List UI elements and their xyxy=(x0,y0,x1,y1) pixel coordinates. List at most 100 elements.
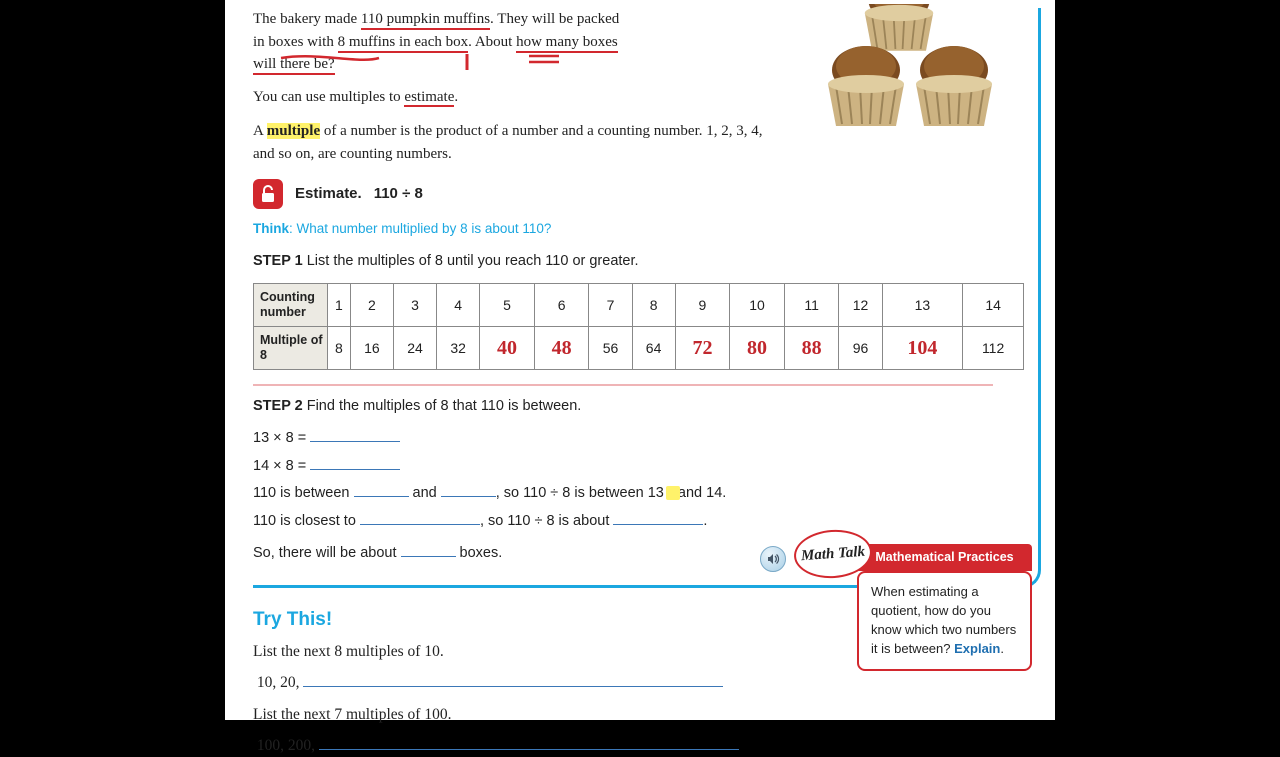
work-line: 110 is closest to , so 110 ÷ 8 is about … xyxy=(253,511,1024,533)
table-cell: 4 xyxy=(437,284,480,327)
work-line: 13 × 8 = xyxy=(253,428,1024,450)
problem-text: The bakery made 110 pumpkin muffins. The… xyxy=(253,8,773,76)
step-2: STEP 2 Find the multiples of 8 that 110 … xyxy=(253,396,1024,418)
table-cell: 5 xyxy=(480,284,535,327)
step-label: STEP 1 xyxy=(253,253,303,269)
u: 8 muffins in each box xyxy=(338,34,469,53)
blank[interactable] xyxy=(303,675,723,687)
step-text: List the multiples of 8 until you reach … xyxy=(303,253,639,269)
t: 13 × 8 = xyxy=(253,430,310,446)
table-cell: 12 xyxy=(839,284,882,327)
t: of a number is the product of a number a… xyxy=(253,123,763,162)
row-header: Counting number xyxy=(254,284,328,327)
blank[interactable] xyxy=(354,483,409,497)
audio-icon[interactable] xyxy=(760,546,786,572)
table-cell: 10 xyxy=(730,284,785,327)
table-cell: 104 xyxy=(882,327,963,370)
blank[interactable] xyxy=(360,511,480,525)
try-this-answer: 10, 20, xyxy=(253,671,1027,694)
row-header: Multiple of 8 xyxy=(254,327,328,370)
unlock-icon xyxy=(253,179,283,209)
table-cell: 32 xyxy=(437,327,480,370)
lesson-content-box: The bakery made 110 pumpkin muffins. The… xyxy=(253,8,1041,588)
blank[interactable] xyxy=(401,543,456,557)
t: A xyxy=(253,123,267,139)
t: 110 is closest to xyxy=(253,513,360,529)
table-row: Multiple of 8 81624324048566472808896104… xyxy=(254,327,1024,370)
table-cell: 9 xyxy=(675,284,730,327)
table-cell: 14 xyxy=(963,284,1024,327)
table-row: Counting number 1234567891011121314 xyxy=(254,284,1024,327)
blank[interactable] xyxy=(310,456,400,470)
math-talk-callout: Math Talk Mathematical Practices When es… xyxy=(732,544,1032,670)
textbook-page: The bakery made 110 pumpkin muffins. The… xyxy=(225,0,1055,720)
hl: multiple xyxy=(267,123,320,139)
t: 100, 200, xyxy=(257,737,319,754)
think-label: Think xyxy=(253,221,289,236)
t: 14 × 8 = xyxy=(253,458,310,474)
t: nd 14. xyxy=(686,485,726,501)
t: and xyxy=(409,485,441,501)
t: Math Talk xyxy=(801,545,866,564)
u: 110 pumpkin muffins xyxy=(361,11,490,30)
t: , so 110 ÷ 8 is about xyxy=(480,513,613,529)
table-cell: 1 xyxy=(328,284,351,327)
table-cell: 112 xyxy=(963,327,1024,370)
highlight-mark xyxy=(666,486,680,500)
table-cell: 8 xyxy=(632,284,675,327)
table-cell: 7 xyxy=(589,284,632,327)
table-cell: 72 xyxy=(675,327,730,370)
t: . They will be packed xyxy=(490,11,619,27)
step-label: STEP 2 xyxy=(253,398,303,414)
step-1: STEP 1 List the multiples of 8 until you… xyxy=(253,251,1024,273)
table-cell: 56 xyxy=(589,327,632,370)
work-line: 110 is between and , so 110 ÷ 8 is betwe… xyxy=(253,483,1024,505)
table-cell: 13 xyxy=(882,284,963,327)
t: , so 110 ÷ 8 is between 13 xyxy=(496,485,668,501)
table-cell: 48 xyxy=(534,327,589,370)
explain-link[interactable]: Explain xyxy=(954,641,1000,656)
blank[interactable] xyxy=(441,483,496,497)
think-prompt: Think: What number multiplied by 8 is ab… xyxy=(253,219,1024,239)
blank[interactable] xyxy=(613,511,703,525)
t: 110 is between xyxy=(253,485,354,501)
t: 10, 20, xyxy=(257,674,304,691)
multiples-table: Counting number 1234567891011121314 Mult… xyxy=(253,283,1024,370)
table-cell: 3 xyxy=(393,284,436,327)
try-this-prompt: List the next 7 multiples of 100. xyxy=(253,703,1027,726)
t: boxes. xyxy=(456,545,503,561)
table-cell: 11 xyxy=(784,284,839,327)
table-cell: 64 xyxy=(632,327,675,370)
t: The bakery made xyxy=(253,11,361,27)
table-cell: 24 xyxy=(393,327,436,370)
t: So, there will be about xyxy=(253,545,401,561)
mp-box: When estimating a quotient, how do you k… xyxy=(857,571,1032,670)
table-cell: 2 xyxy=(350,284,393,327)
t: . xyxy=(454,89,458,105)
t: You can use multiples to xyxy=(253,89,404,105)
estimate-expression: 110 ÷ 8 xyxy=(374,183,423,206)
blank[interactable] xyxy=(310,428,400,442)
table-cell: 8 xyxy=(328,327,351,370)
estimate-label: Estimate. xyxy=(295,183,362,206)
u: how many boxes xyxy=(516,34,618,53)
think-text: : What number multiplied by 8 is about 1… xyxy=(289,221,551,236)
work-line: 14 × 8 = xyxy=(253,456,1024,478)
table-cell: 88 xyxy=(784,327,839,370)
table-cell: 6 xyxy=(534,284,589,327)
t: . xyxy=(703,513,707,529)
divider xyxy=(253,384,993,386)
u: estimate xyxy=(404,89,454,107)
blank[interactable] xyxy=(319,738,739,750)
mp-banner: Mathematical Practices xyxy=(857,544,1032,571)
table-cell: 40 xyxy=(480,327,535,370)
step-text: Find the multiples of 8 that 110 is betw… xyxy=(303,398,582,414)
table-cell: 96 xyxy=(839,327,882,370)
u: will there be? xyxy=(253,56,335,75)
table-cell: 16 xyxy=(350,327,393,370)
definition-text: A multiple of a number is the product of… xyxy=(253,120,773,165)
t: in boxes with xyxy=(253,34,338,50)
table-cell: 80 xyxy=(730,327,785,370)
estimate-row: Estimate. 110 ÷ 8 xyxy=(253,179,1024,209)
t: . About xyxy=(468,34,516,50)
